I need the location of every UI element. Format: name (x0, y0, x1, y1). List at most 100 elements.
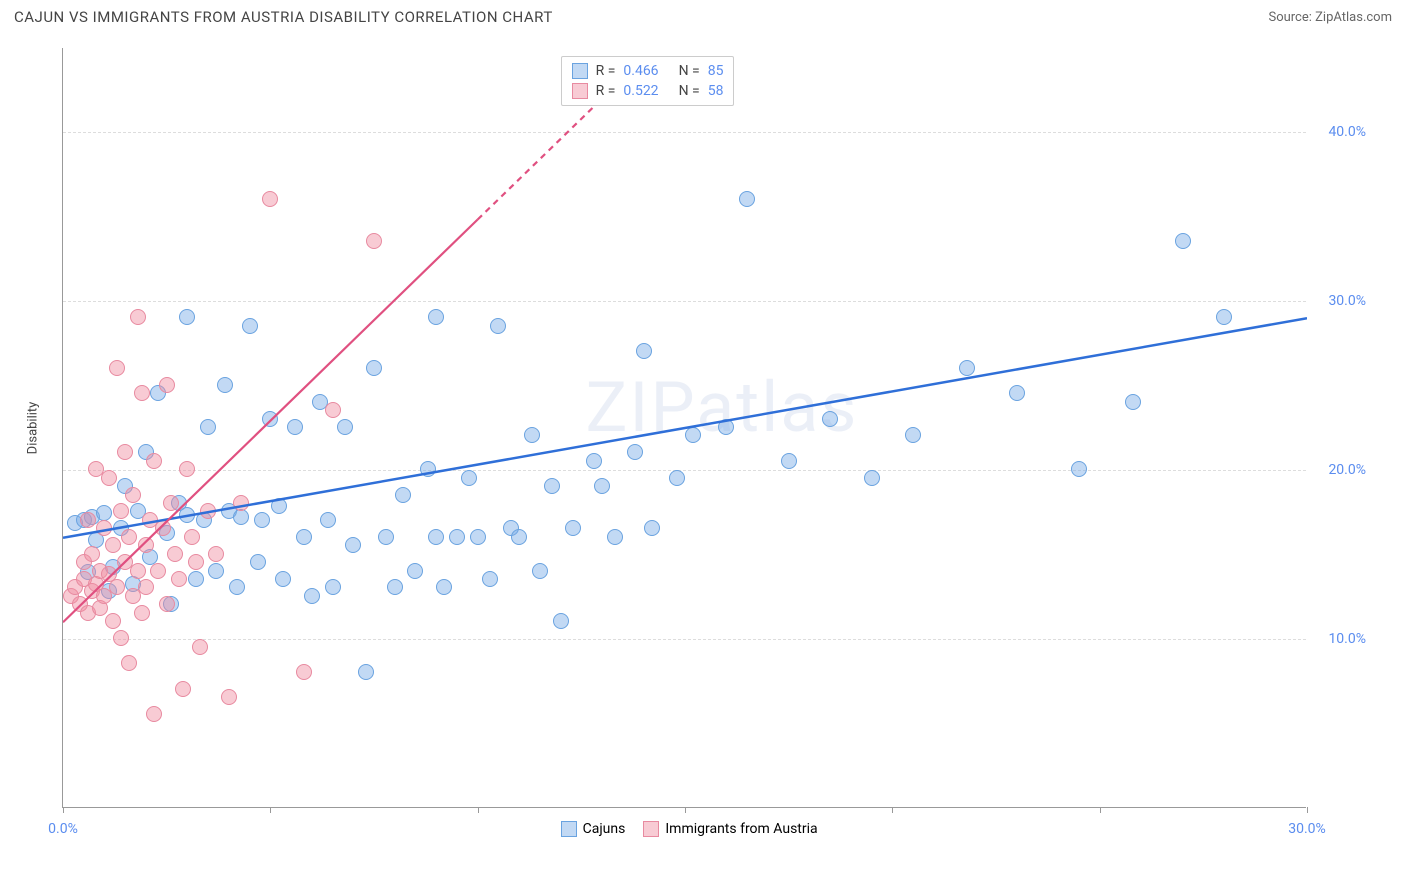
data-point (138, 537, 154, 553)
data-point (184, 529, 200, 545)
stat-label: N = (679, 63, 700, 79)
data-point (739, 191, 755, 207)
data-point (607, 529, 623, 545)
data-point (544, 478, 560, 494)
data-point (449, 529, 465, 545)
data-point (171, 571, 187, 587)
data-point (125, 487, 141, 503)
data-point (188, 554, 204, 570)
xtick-label: 30.0% (1288, 821, 1326, 837)
data-point (96, 520, 112, 536)
data-point (275, 571, 291, 587)
data-point (428, 309, 444, 325)
data-point (511, 529, 527, 545)
data-point (167, 546, 183, 562)
data-point (905, 427, 921, 443)
legend-swatch (643, 821, 659, 837)
data-point (428, 529, 444, 545)
data-point (395, 487, 411, 503)
data-point (669, 470, 685, 486)
data-point (436, 579, 452, 595)
data-point (134, 385, 150, 401)
legend-swatch (572, 63, 588, 79)
data-point (781, 453, 797, 469)
gridline (63, 132, 1306, 133)
data-point (262, 191, 278, 207)
trend-lines (63, 48, 1307, 808)
data-point (1175, 233, 1191, 249)
data-point (304, 588, 320, 604)
data-point (420, 461, 436, 477)
data-point (175, 681, 191, 697)
stats-row: R = 0.522N = 58 (572, 81, 724, 101)
data-point (163, 495, 179, 511)
data-point (358, 664, 374, 680)
series-legend: Cajuns Immigrants from Austria (561, 821, 818, 837)
xtick (1307, 807, 1308, 813)
data-point (586, 453, 602, 469)
data-point (378, 529, 394, 545)
data-point (159, 596, 175, 612)
data-point (121, 655, 137, 671)
data-point (155, 520, 171, 536)
data-point (822, 411, 838, 427)
data-point (80, 512, 96, 528)
data-point (636, 343, 652, 359)
header: CAJUN VS IMMIGRANTS FROM AUSTRIA DISABIL… (0, 0, 1406, 30)
xtick (685, 807, 686, 813)
legend-swatch (572, 83, 588, 99)
data-point (718, 419, 734, 435)
data-point (105, 537, 121, 553)
data-point (959, 360, 975, 376)
data-point (337, 419, 353, 435)
data-point (101, 470, 117, 486)
data-point (532, 563, 548, 579)
data-point (320, 512, 336, 528)
data-point (524, 427, 540, 443)
data-point (1216, 309, 1232, 325)
data-point (217, 377, 233, 393)
xtick (63, 807, 64, 813)
stats-legend: R = 0.466N = 85R = 0.522N = 58 (561, 56, 735, 106)
data-point (366, 360, 382, 376)
data-point (242, 318, 258, 334)
data-point (271, 498, 287, 514)
data-point (594, 478, 610, 494)
chart-title: CAJUN VS IMMIGRANTS FROM AUSTRIA DISABIL… (14, 8, 553, 26)
data-point (179, 309, 195, 325)
data-point (553, 613, 569, 629)
stat-n-value: 85 (708, 63, 724, 79)
data-point (296, 529, 312, 545)
plot-area: 10.0%20.0%30.0%40.0%0.0%30.0%DisabilityZ… (62, 48, 1306, 808)
data-point (627, 444, 643, 460)
data-point (117, 444, 133, 460)
data-point (1125, 394, 1141, 410)
watermark: ZIPatlas (585, 367, 858, 449)
legend-label: Immigrants from Austria (665, 821, 817, 837)
data-point (96, 505, 112, 521)
legend-item: Cajuns (561, 821, 626, 837)
data-point (250, 554, 266, 570)
data-point (685, 427, 701, 443)
data-point (130, 563, 146, 579)
ytick-label: 20.0% (1311, 462, 1366, 478)
stat-r-value: 0.522 (623, 83, 658, 99)
xtick (478, 807, 479, 813)
data-point (208, 546, 224, 562)
data-point (325, 579, 341, 595)
data-point (1071, 461, 1087, 477)
data-point (366, 233, 382, 249)
data-point (229, 579, 245, 595)
stat-r-value: 0.466 (623, 63, 658, 79)
xtick-label: 0.0% (48, 821, 78, 837)
data-point (345, 537, 361, 553)
data-point (1009, 385, 1025, 401)
data-point (200, 419, 216, 435)
data-point (461, 470, 477, 486)
data-point (387, 579, 403, 595)
stats-row: R = 0.466N = 85 (572, 61, 724, 81)
xtick (892, 807, 893, 813)
data-point (470, 529, 486, 545)
data-point (130, 309, 146, 325)
legend-label: Cajuns (583, 821, 626, 837)
